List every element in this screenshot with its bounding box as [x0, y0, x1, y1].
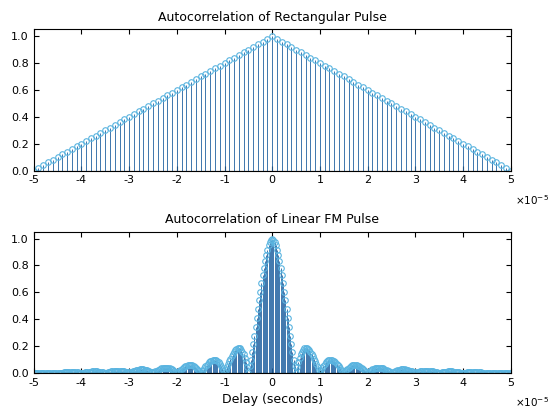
- Title: Autocorrelation of Linear FM Pulse: Autocorrelation of Linear FM Pulse: [165, 213, 379, 226]
- Title: Autocorrelation of Rectangular Pulse: Autocorrelation of Rectangular Pulse: [158, 11, 386, 24]
- Text: $\times10^{-5}$: $\times10^{-5}$: [515, 395, 549, 409]
- Text: $\times10^{-5}$: $\times10^{-5}$: [515, 193, 549, 207]
- X-axis label: Delay (seconds): Delay (seconds): [222, 393, 323, 406]
